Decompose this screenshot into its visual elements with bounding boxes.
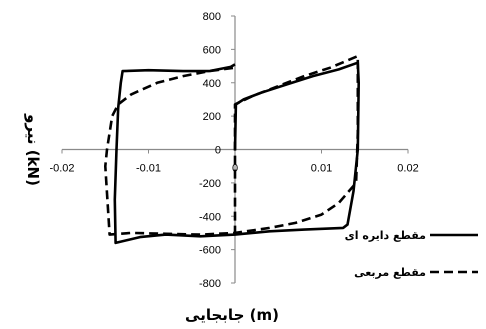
series-group: [104, 54, 360, 245]
y-axis-title: نیرو (kN): [24, 113, 42, 186]
x-tick-label: 0.01: [311, 163, 332, 175]
legend-label-1: مقطع دایره ای: [345, 229, 426, 242]
y-tick-label: 200: [203, 111, 221, 123]
x-tick-label: 0: [232, 163, 238, 175]
legend-label-2: مقطع مربعی: [354, 266, 426, 279]
x-axis-title: جابجایی (m): [185, 306, 279, 324]
y-tick-label: 600: [203, 44, 221, 56]
series-line-1: [113, 61, 360, 245]
y-tick-label: 0: [215, 145, 221, 157]
legend: مقطع دایره ای مقطع مربعی: [345, 229, 478, 279]
y-tick-label: -600: [199, 245, 221, 257]
y-tick-label: -400: [199, 211, 221, 223]
y-tick-label: -200: [199, 178, 221, 190]
x-tick-label: -0.02: [49, 163, 74, 175]
x-tick-label: 0.02: [397, 163, 418, 175]
tick-labels: -0.02 -0.01 0 0.01 0.02 -800 -600 -400 -200 0 200 4…: [49, 11, 418, 290]
y-tick-label: 400: [203, 78, 221, 90]
series-line-2: [104, 54, 360, 236]
y-tick-label: -800: [199, 278, 221, 290]
y-tick-label: 800: [203, 11, 221, 23]
x-tick-label: -0.01: [136, 163, 161, 175]
